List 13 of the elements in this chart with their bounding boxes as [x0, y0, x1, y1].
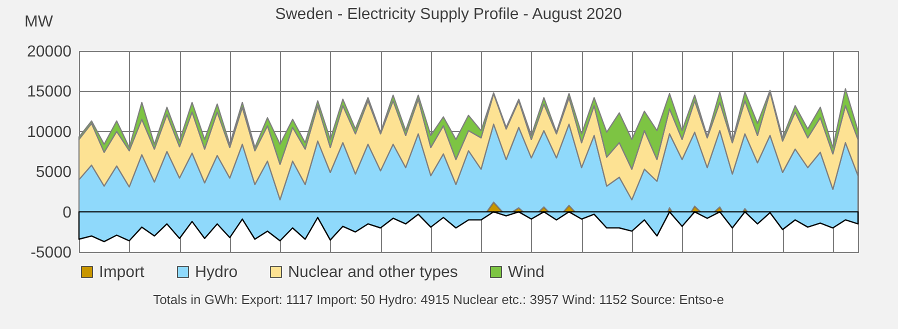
- y-tick-label: 0: [62, 204, 72, 222]
- legend-label: Nuclear and other types: [288, 264, 458, 281]
- y-tick-label: 15000: [27, 84, 72, 101]
- y-tick-label: 5000: [36, 164, 72, 182]
- legend-label: Import: [99, 264, 145, 281]
- legend-label: Hydro: [195, 264, 238, 281]
- text: Totals in GWh: Export: 1117 Import: 50 Hydro: 4915 Nuclear etc.: 3957 Wind: 1152 Source: Entso-e: [153, 292, 724, 307]
- y-axis-title: MW: [24, 14, 54, 30]
- y-tick-label: 10000: [27, 124, 72, 141]
- legend-label: Wind: [508, 264, 544, 281]
- y-tick-label: -5000: [30, 244, 72, 262]
- y-tick-label: 20000: [27, 44, 72, 60]
- chart-title: Sweden - Electricity Supply Profile - August 2020: [275, 6, 622, 23]
